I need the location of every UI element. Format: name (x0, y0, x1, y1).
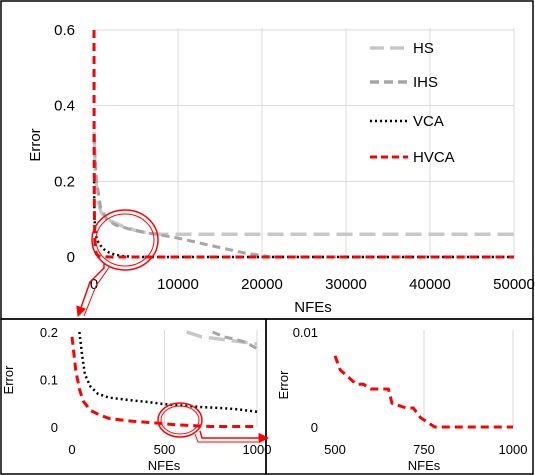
zoom1-ytick-label: 0.1 (40, 373, 58, 388)
main-xtick-label: 40000 (409, 276, 451, 293)
zoom1-ytick-label: 0 (51, 420, 58, 435)
zoom2-xtick-label: 750 (413, 442, 435, 457)
legend-label-hs: HS (413, 40, 434, 57)
zoom1-xtick-label: 1000 (243, 442, 272, 457)
zoom2-series (333, 355, 513, 429)
legend-label-ihs: IHS (413, 74, 438, 91)
zoom1-series-hs (186, 330, 258, 346)
main-ytick-label: 0.2 (54, 173, 75, 190)
zoom1-yaxis-title: Error (1, 365, 16, 395)
zoom-circle-inset-inner (160, 405, 200, 435)
zoom2-yaxis-title: Error (276, 370, 291, 400)
zoom-arrow-inset-to-panel2 (199, 430, 270, 444)
zoom-circle-main-inner (95, 213, 155, 267)
zoom-arrow-inset-to-panel2-double (194, 433, 258, 443)
zoom-arrow-main-to-inset (76, 263, 105, 317)
main-xtick-label: 0 (90, 276, 98, 293)
zoom-panel-1-frame (0, 318, 267, 475)
zoom1-xtick-label: 0 (68, 442, 75, 457)
main-gridlines (94, 28, 515, 257)
zoom2-ytick-label: 0.01 (293, 325, 318, 340)
zoom-chart-1: 0 500 1000 0 0.1 0.2 NFEs Error (1, 325, 271, 473)
legend: HS IHS VCA HVCA (370, 40, 455, 166)
main-tick-labels: 0 10000 20000 30000 40000 50000 0 0.2 0.4 0.6 (54, 22, 535, 293)
zoom1-tick-labels: 0 500 1000 0 0.1 0.2 (40, 325, 272, 457)
main-xtick-label: 50000 (493, 276, 535, 293)
legend-label-hvca: HVCA (413, 149, 455, 166)
zoom-arrow-main-to-inset-double (83, 265, 111, 317)
zoom-panel-2-frame (265, 318, 534, 475)
zoom2-gridlines (423, 330, 514, 427)
main-xtick-label: 10000 (157, 276, 199, 293)
zoom1-ytick-label: 0.2 (40, 325, 58, 340)
zoom1-gridlines (164, 330, 258, 427)
main-ytick-label: 0.4 (54, 98, 75, 115)
main-xaxis-title: NFEs (294, 299, 332, 316)
legend-label-vca: VCA (413, 113, 444, 130)
zoom2-series-hvca (333, 355, 513, 429)
main-xtick-label: 20000 (241, 276, 283, 293)
main-series-ihs (92, 135, 514, 259)
main-series (92, 29, 514, 259)
zoom2-xtick-label: 1000 (499, 442, 528, 457)
zoom1-xtick-label: 500 (154, 442, 176, 457)
zoom-chart-2: 500 750 1000 0 0.01 NFEs Error (276, 325, 527, 473)
zoom2-tick-labels: 500 750 1000 0 0.01 (293, 325, 528, 457)
zoom-circle-main (91, 209, 159, 271)
zoom1-series-ihs (212, 330, 258, 350)
main-xtick-label: 30000 (325, 276, 367, 293)
zoom2-ytick-label: 0 (311, 420, 318, 435)
zoom1-xaxis-title: NFEs (148, 458, 181, 473)
main-chart: 0 10000 20000 30000 40000 50000 0 0.2 0.4 0.6 NFE… (27, 22, 535, 316)
main-series-hvca (92, 29, 514, 259)
main-series-hs (92, 132, 514, 237)
main-yaxis-title: Error (27, 128, 44, 161)
main-ytick-label: 0.6 (54, 22, 75, 39)
zoom-circle-inset (157, 402, 203, 438)
zoom2-xaxis-title: NFEs (408, 458, 441, 473)
zoom1-series-vca (78, 331, 258, 414)
zoom2-xtick-label: 500 (324, 442, 346, 457)
main-ytick-label: 0 (67, 249, 75, 266)
